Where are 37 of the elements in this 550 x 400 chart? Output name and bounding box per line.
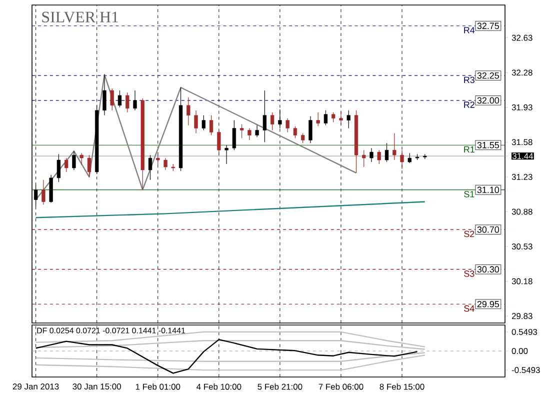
y-tick-label: -0.5493: [512, 367, 540, 374]
y-tick-label: 30.88: [512, 208, 532, 215]
y-tick-label: 31.58: [512, 139, 532, 146]
chart-title: SILVER H1: [42, 12, 118, 22]
x-tick-label: 4 Feb 10:00: [196, 384, 242, 390]
x-tick-label: 8 Feb 15:00: [380, 384, 424, 390]
ref-line-label: S3: [464, 270, 474, 277]
y-tick-label: 0.5493: [512, 328, 538, 335]
x-tick-label: 1 Feb 01:00: [136, 384, 180, 390]
ref-line-label: S2: [464, 230, 474, 238]
x-tick-label: 29 Jan 2013: [12, 384, 59, 390]
y-tick-label: 32.63: [512, 34, 532, 41]
y-tick-label: 31.23: [512, 174, 532, 180]
annotation: 30.30: [477, 266, 500, 273]
x-tick-label: 30 Jan 15:00: [72, 384, 121, 390]
annotation: 32.00: [477, 97, 500, 104]
ref-line-label: R2: [464, 102, 474, 108]
y-tick-label: 0.00: [512, 348, 528, 354]
y-tick-label: 31.93: [512, 104, 532, 110]
annotation: 32.25: [477, 72, 500, 79]
x-tick-label: 7 Feb 06:00: [318, 384, 364, 390]
y-tick-label: 30.18: [512, 278, 532, 284]
x-tick-label: 5 Feb 21:00: [258, 384, 302, 390]
y-tick-label: 30.53: [512, 243, 532, 250]
ref-line-label: S1: [464, 191, 474, 198]
annotation: 31.55: [477, 142, 500, 148]
annotation: 32.75: [477, 22, 500, 30]
ref-line-label: R1: [464, 146, 474, 152]
annotation: 31.10: [477, 186, 500, 194]
ref-line-label: S4: [464, 305, 474, 312]
annotation: 29.95: [477, 300, 500, 308]
y-tick-label: 29.83: [512, 313, 532, 320]
ref-line-label: R3: [464, 76, 474, 84]
y-tick-label: 31.44: [512, 153, 534, 160]
ref-line-label: R4: [464, 27, 475, 34]
y-tick-label: 32.28: [512, 70, 532, 76]
annotation: 30.70: [477, 226, 500, 233]
